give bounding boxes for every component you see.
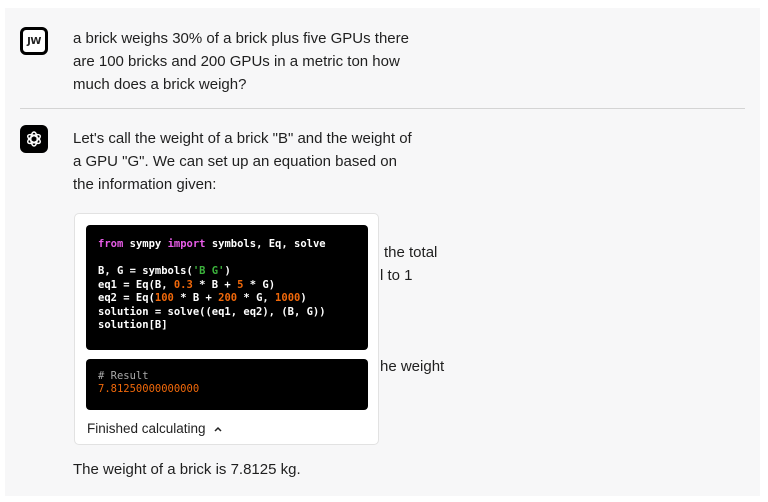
finished-calculating-toggle[interactable]: Finished calculating [87,421,223,436]
code-token: 200 [218,292,238,304]
occluded-text: the total [384,244,438,261]
status-label: Finished calculating [87,421,206,436]
assistant-intro: Let's call the weight of a brick "B" and… [73,130,412,193]
chevron-up-icon [214,426,222,432]
code-token: * B + [192,278,238,291]
user-avatar: JW [20,27,48,55]
code-token: 100 [154,292,174,304]
result-comment: # Result [98,370,149,382]
assistant-conclusion: The weight of a brick is 7.8125 kg. [73,461,301,478]
code-token: from [98,238,124,250]
user-message: a brick weighs 30% of a brick plus five … [73,30,409,93]
code-line: from sympy import symbols, Eq, solve [98,238,368,252]
code-token: B, G = symbols( [98,265,193,277]
code-line: solution = solve((eq1, eq2), (B, G)) [98,306,368,320]
code-token: sympy [123,238,168,250]
code-line [98,252,368,266]
result-block: # Result 7.81250000000000 [86,359,368,410]
code-token: 5 [237,278,244,291]
code-token: * G, [237,292,276,304]
user-initials: JW [27,35,41,47]
occluded-text: l to 1 [380,267,413,284]
result-value: 7.81250000000000 [98,383,200,395]
code-token: 'B G' [192,265,225,277]
openai-logo-icon [20,125,48,153]
occluded-text: he weight [380,358,445,375]
code-token: eq1 = Eq(B, [98,278,174,291]
code-token: solution = solve((eq1, eq2), (B, G)) [98,305,326,318]
code-token: symbols, Eq, solve [205,238,326,250]
message-divider [20,108,745,109]
code-token: * B + [173,292,219,304]
code-token: solution[B] [98,319,168,331]
code-token: 1000 [275,292,301,304]
code-token: 0.3 [173,278,193,291]
code-interpreter-card: from sympy import symbols, Eq, solve B, G… [74,213,379,445]
code-token: ) [224,265,231,277]
code-token: * G) [243,278,276,291]
code-token: import [167,238,206,250]
code-line: eq1 = Eq(B, 0.3 * B + 5 * G) [98,279,368,293]
code-block: from sympy import symbols, Eq, solve B, G… [86,225,368,350]
code-token: eq2 = Eq( [98,292,155,304]
code-line: solution[B] [98,319,368,333]
code-line: B, G = symbols('B G') [98,265,368,279]
code-line: eq2 = Eq(100 * B + 200 * G, 1000) [98,292,368,306]
code-token: ) [300,292,307,304]
